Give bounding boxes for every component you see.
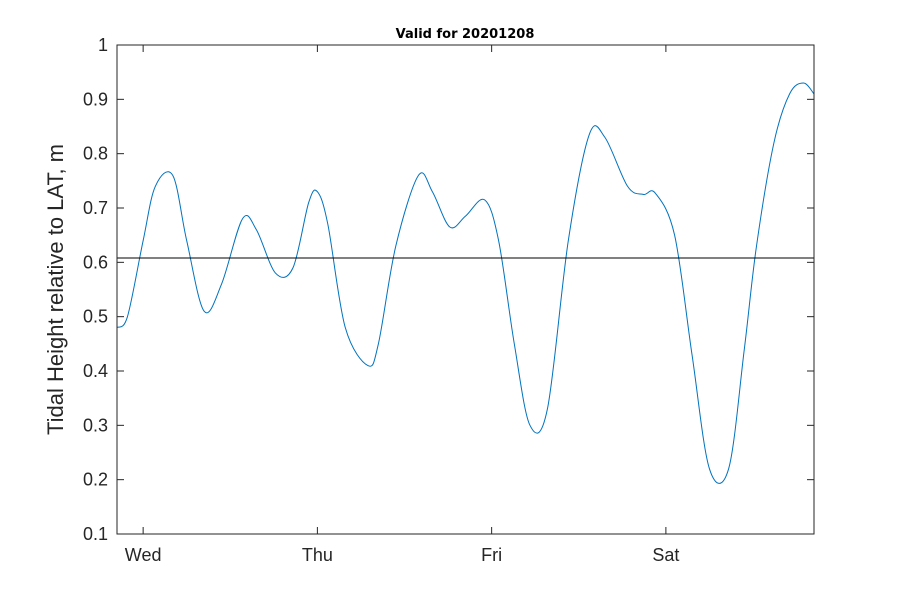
y-tick-label: 0.2: [83, 470, 108, 490]
y-tick-label: 0.4: [83, 361, 108, 381]
tide-series-line: [116, 82, 815, 484]
y-tick-label: 0.6: [83, 252, 108, 272]
series-layer: [116, 82, 815, 484]
y-tick-label: 0.3: [83, 415, 108, 435]
y-tick-label: 0.9: [83, 89, 108, 109]
y-tick-label: 1: [98, 35, 108, 55]
tick-labels-layer: 0.1 0.2 0.3 0.4 0.5 0.6 0.7 0.8 0.9 1 Wed Thu Fri Sat: [83, 35, 679, 565]
plot-area: [117, 45, 814, 534]
ticks-layer: [117, 44, 814, 535]
y-tick-label: 0.8: [83, 144, 108, 164]
plot-frame: [116, 44, 815, 535]
x-tick-label: Thu: [302, 545, 333, 565]
x-tick-label: Fri: [481, 545, 502, 565]
y-tick-label: 0.5: [83, 307, 108, 327]
x-tick-label: Sat: [652, 545, 679, 565]
y-tick-label: 0.7: [83, 198, 108, 218]
y-tick-label: 0.1: [83, 524, 108, 544]
y-axis-label: Tidal Height relative to LAT, m: [43, 144, 68, 435]
chart-title: Valid for 20201208: [396, 27, 535, 42]
x-tick-label: Wed: [125, 545, 162, 565]
